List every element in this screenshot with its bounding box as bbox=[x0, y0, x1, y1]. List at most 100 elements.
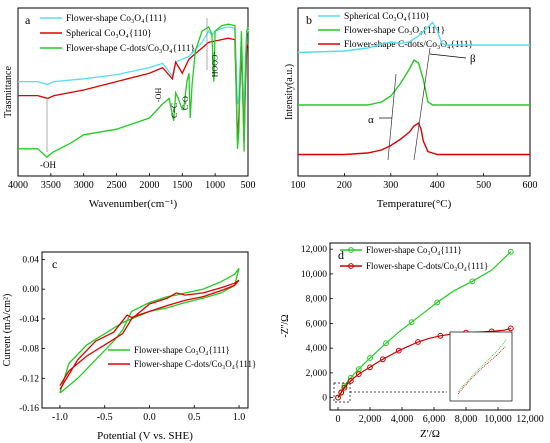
data-point bbox=[347, 378, 354, 384]
panel-d-eis: d 0 2,000 4,000 6,000 8,000 10,000 12,000 12,00… bbox=[280, 242, 544, 440]
annotation-cooh: -COOH bbox=[210, 52, 219, 78]
x-tick-label: 6,000 bbox=[423, 414, 446, 425]
data-point bbox=[434, 299, 441, 306]
y-tick-label: 0.04 bbox=[22, 255, 39, 265]
data-point bbox=[469, 278, 476, 285]
data-point bbox=[335, 394, 341, 401]
panel-label: d bbox=[338, 248, 344, 262]
data-point bbox=[367, 355, 373, 361]
legend-label: Flower-shape C-dots/Co₃O₄{111} bbox=[66, 44, 195, 54]
y-tick-label: -0.16 bbox=[19, 404, 39, 414]
legend-label: Flower-shape Co₃O₄{111} bbox=[344, 26, 445, 36]
x-tick-label: 4000 bbox=[8, 180, 28, 191]
plot-frame bbox=[17, 7, 249, 177]
x-tick-label: 400 bbox=[430, 180, 445, 191]
data-point bbox=[437, 332, 444, 339]
x-tick-label: 12,000 bbox=[516, 414, 544, 425]
legend-label: Spherical Co₃O₄{110} bbox=[344, 12, 430, 22]
data-point bbox=[507, 248, 514, 255]
plot-frame bbox=[329, 242, 531, 411]
series-line-0 bbox=[59, 267, 240, 394]
series-line-0 bbox=[297, 21, 530, 54]
y-tick-label: 0.00 bbox=[22, 285, 39, 295]
x-tick-label: 8,000 bbox=[455, 414, 478, 425]
x-tick-label: 200 bbox=[337, 180, 352, 191]
x-tick-label: 2500 bbox=[107, 180, 127, 191]
x-axis-label: Wavenumber(cm⁻¹) bbox=[89, 198, 178, 210]
x-tick-label: 2,000 bbox=[359, 414, 382, 425]
y-tick-label: -0.12 bbox=[19, 374, 39, 384]
data-point bbox=[383, 340, 389, 347]
panel-label: b bbox=[306, 13, 312, 27]
series-line-1 bbox=[298, 58, 530, 106]
annotation-oh: -OH bbox=[40, 160, 56, 170]
inset-series-red bbox=[457, 345, 507, 395]
x-tick-label: 0.5 bbox=[188, 412, 201, 423]
x-tick-label: 0.0 bbox=[143, 412, 156, 423]
legend-label: Flower-shape C-dots/Co₃O₄{111} bbox=[366, 261, 488, 271]
legend-marker bbox=[348, 247, 354, 253]
x-tick-label: 100 bbox=[291, 180, 306, 191]
data-point bbox=[415, 339, 421, 345]
legend-label: Flower-shape C-dots/Co₃O₄{111} bbox=[344, 40, 473, 50]
data-point bbox=[408, 319, 415, 326]
plot-frame bbox=[297, 7, 531, 177]
data-point bbox=[367, 364, 373, 371]
x-tick-label: 10,000 bbox=[484, 414, 512, 425]
y-tick-label: 2,000 bbox=[306, 369, 328, 379]
y-tick-label: 12,000 bbox=[301, 245, 327, 255]
y-axis-label: -Z''/Ω bbox=[280, 314, 291, 337]
x-tick-label: 600 bbox=[523, 180, 538, 191]
legend-label: Flower-shape Co₃O₄{111} bbox=[366, 245, 462, 255]
y-tick-label: 6,000 bbox=[306, 319, 328, 329]
data-point bbox=[395, 347, 402, 354]
y-axis-label: Trasmittance bbox=[3, 66, 14, 118]
y-tick-label: 0 bbox=[322, 394, 327, 404]
panel-b-tpr: b Spherical Co₃O₄{110} Flower-shape Co₃O₄… bbox=[284, 7, 538, 210]
x-axis-label: Z'/Ω bbox=[420, 428, 440, 440]
x-tick-label: 1.0 bbox=[233, 412, 246, 423]
x-tick-label: 2000 bbox=[139, 180, 159, 191]
x-tick-label: 0 bbox=[336, 414, 341, 425]
x-tick-label: 3500 bbox=[41, 180, 61, 191]
legend-label: Flower-shape Co₃O₄{111} bbox=[134, 345, 230, 355]
annotation-alpha: α bbox=[368, 114, 374, 126]
annotation-beta: β bbox=[470, 53, 476, 65]
annotation-co: C-O bbox=[181, 96, 190, 110]
y-axis-label: Intensity(a.u.) bbox=[284, 64, 295, 120]
y-tick-label: 10,000 bbox=[301, 270, 327, 280]
panel-c-cv: c -1.0 -0.5 0.0 0.5 1.0 0.04 0.00 -0.04 -0.08 -0.… bbox=[2, 251, 256, 442]
legend-label: Spherical Co₃O₄{110} bbox=[66, 29, 152, 39]
y-tick-label: -0.08 bbox=[19, 345, 39, 355]
y-axis-label: Current (mA/cm²) bbox=[2, 294, 13, 367]
legend-label: Flower-shape C-dots/Co₃O₄{111} bbox=[134, 359, 256, 369]
data-point bbox=[507, 325, 514, 332]
series-line-2 bbox=[298, 121, 530, 156]
panel-a-ftir: a Flower-shape Co₃O₄{111} Spherical Co₃O₄… bbox=[3, 7, 256, 210]
x-tick-label: -1.0 bbox=[52, 412, 68, 423]
x-tick-label: 300 bbox=[383, 180, 398, 191]
x-tick-label: 1500 bbox=[172, 180, 192, 191]
annotation-cc: C=C bbox=[170, 103, 179, 118]
x-tick-label: 4,000 bbox=[391, 414, 414, 425]
beta-arrow bbox=[429, 53, 467, 59]
x-tick-label: 3000 bbox=[74, 180, 94, 191]
y-tick-label: 8,000 bbox=[306, 295, 328, 305]
legend-label: Flower-shape Co₃O₄{111} bbox=[66, 14, 167, 24]
data-point bbox=[355, 371, 362, 378]
x-axis-label: Temperature(°C) bbox=[377, 198, 452, 210]
alpha-guide-line bbox=[387, 73, 397, 161]
x-tick-label: 500 bbox=[476, 180, 491, 191]
y-tick-label: -0.04 bbox=[19, 315, 39, 325]
annotation-oh: -OH bbox=[154, 88, 163, 102]
y-tick-label: 4,000 bbox=[306, 344, 328, 354]
beta-guide-line bbox=[413, 47, 431, 161]
data-point bbox=[338, 389, 345, 396]
inset-series-green bbox=[457, 339, 507, 393]
data-point bbox=[341, 384, 348, 391]
panel-label: a bbox=[25, 13, 31, 27]
x-axis-label: Potential (V vs. SHE) bbox=[97, 430, 193, 442]
panel-label: c bbox=[52, 257, 57, 271]
x-tick-label: 1000 bbox=[205, 180, 225, 191]
